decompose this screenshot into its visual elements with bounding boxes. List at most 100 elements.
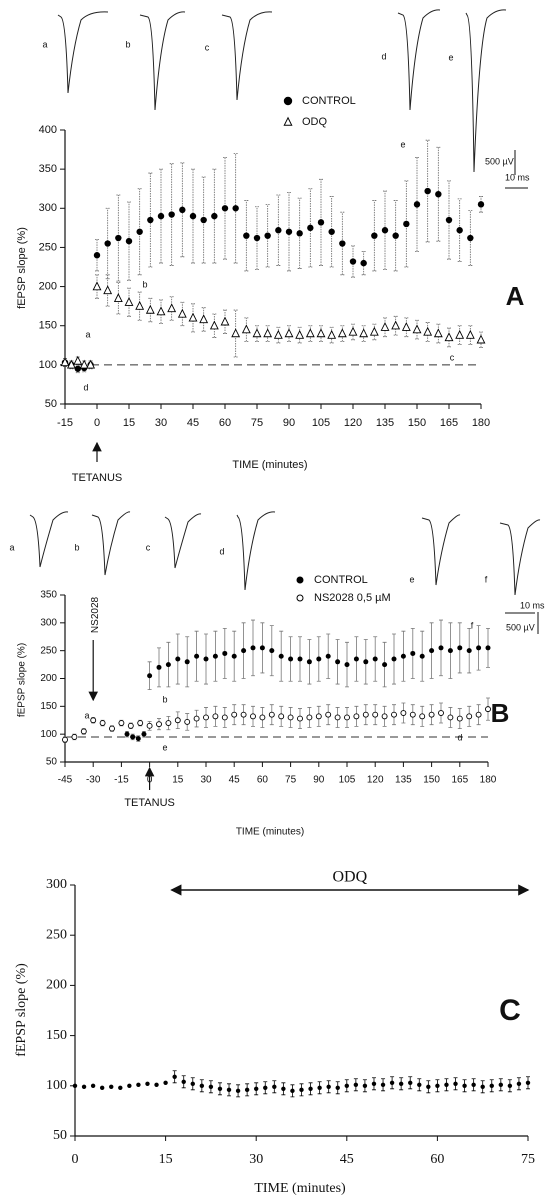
error-bar [95, 274, 99, 299]
marker [99, 720, 106, 726]
marker [222, 650, 228, 656]
marker [284, 328, 294, 338]
x-tick-label: 75 [285, 775, 297, 786]
error-bar [404, 317, 409, 338]
marker [90, 717, 97, 724]
marker [419, 713, 426, 720]
marker [456, 715, 463, 722]
trace [465, 9, 507, 173]
marker [136, 228, 143, 235]
marker [163, 1080, 168, 1085]
y-tick-label: 250 [39, 241, 57, 253]
error-bar [127, 201, 131, 281]
error-bar [244, 317, 249, 342]
error-bar [212, 168, 217, 264]
marker [433, 328, 443, 338]
error-bar [436, 323, 441, 344]
marker [403, 220, 410, 228]
error-bar [436, 146, 441, 242]
marker [194, 653, 200, 659]
marker [175, 656, 181, 662]
marker [184, 659, 190, 665]
marker [334, 714, 341, 721]
marker [305, 328, 315, 338]
trace-label: c [205, 42, 210, 52]
marker [465, 329, 475, 339]
marker [177, 308, 187, 318]
x-tick-label: 165 [440, 417, 458, 429]
point-label: b [142, 279, 147, 289]
scale-label: 500 µV [485, 156, 514, 166]
marker [179, 206, 186, 214]
marker [307, 224, 314, 232]
marker [306, 659, 312, 665]
marker [241, 648, 247, 654]
marker [326, 1084, 331, 1090]
marker [412, 324, 422, 334]
marker [203, 656, 209, 662]
marker [359, 328, 369, 338]
marker [193, 715, 200, 722]
marker [287, 714, 294, 721]
marker [60, 357, 70, 367]
marker [86, 359, 96, 369]
marker [360, 259, 367, 267]
trace [29, 511, 69, 568]
error-bar [383, 190, 387, 270]
marker [145, 1081, 150, 1086]
marker [335, 1085, 340, 1091]
marker [466, 713, 473, 720]
marker [211, 212, 218, 220]
x-tick-label: -30 [86, 775, 101, 786]
marker [124, 731, 130, 737]
marker [165, 720, 172, 726]
error-bar [393, 315, 398, 336]
error-bar [127, 287, 131, 317]
trace [499, 519, 541, 596]
marker [235, 1088, 241, 1094]
marker [349, 258, 357, 265]
marker [220, 316, 230, 326]
marker [156, 721, 162, 728]
marker [272, 1084, 277, 1090]
error-bar [201, 307, 206, 332]
x-tick-label: 120 [367, 775, 384, 786]
x-tick-label: 135 [376, 417, 394, 429]
x-tick-label: 0 [72, 1152, 79, 1167]
marker [471, 1082, 476, 1087]
marker [203, 714, 209, 721]
x-tick-label: 90 [313, 775, 325, 786]
marker [135, 736, 141, 742]
legend-label: ODQ [302, 116, 328, 128]
error-bar [415, 319, 419, 340]
y-tick-label: 250 [40, 645, 57, 656]
error-bar [191, 303, 195, 333]
marker [344, 1083, 349, 1089]
y-tick-label: 350 [40, 590, 57, 601]
marker [109, 1084, 114, 1090]
marker [156, 664, 162, 670]
marker [221, 714, 228, 721]
x-axis-label: TIME (minutes) [254, 1181, 346, 1196]
marker [485, 706, 491, 713]
marker [73, 355, 83, 365]
y-tick-label: 100 [39, 359, 57, 371]
marker [423, 326, 433, 336]
marker [391, 656, 397, 662]
marker [489, 1083, 494, 1089]
marker [127, 722, 134, 729]
marker [317, 219, 325, 226]
marker [147, 216, 154, 224]
error-bar [468, 325, 473, 345]
y-tick-label: 200 [46, 978, 67, 993]
marker [435, 1083, 440, 1089]
marker [429, 648, 435, 654]
y-tick-label: 250 [46, 927, 67, 942]
marker [113, 293, 123, 302]
arrow-label: ODQ [332, 869, 367, 886]
scale-label: 500 µV [506, 622, 535, 632]
marker [344, 714, 350, 721]
marker [232, 205, 239, 212]
marker [154, 1082, 159, 1087]
trace [164, 513, 202, 569]
